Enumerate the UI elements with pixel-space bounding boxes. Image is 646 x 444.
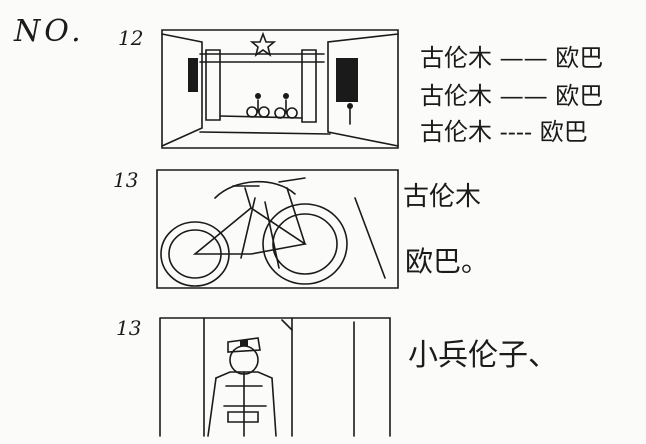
panel-3-sketch: [158, 316, 392, 438]
shot-number-1: 12: [118, 26, 144, 50]
panel-3-speaker-a: 小兵伦子、: [408, 338, 558, 373]
shot-number-3: 13: [116, 316, 142, 340]
panel-1-dialogue-line-2: 古伦木 —— 欧巴: [420, 76, 603, 111]
panel-1-sketch: [160, 28, 400, 150]
panel-1-dialogue-line-1: 古伦木 —— 欧巴: [420, 38, 603, 73]
panel-1-dialogue-line-3: 古伦木 ---- 欧巴: [420, 112, 588, 147]
panel-2-speaker-a: 古伦木: [403, 182, 482, 212]
shot-number-2: 13: [113, 168, 139, 192]
panel-2-sketch: [155, 168, 400, 290]
speaker: 古伦木: [420, 44, 492, 72]
panel-2-speaker-b: 欧巴。: [405, 245, 490, 278]
separator: ——: [499, 82, 548, 110]
separator: ——: [499, 44, 548, 72]
speaker: 古伦木: [420, 82, 492, 110]
separator: ----: [499, 118, 533, 146]
page-number-label: NO.: [14, 14, 85, 49]
speaker: 古伦木: [420, 118, 492, 146]
addressee: 欧巴: [539, 118, 588, 146]
addressee: 欧巴: [555, 44, 604, 72]
addressee: 欧巴: [555, 82, 604, 110]
